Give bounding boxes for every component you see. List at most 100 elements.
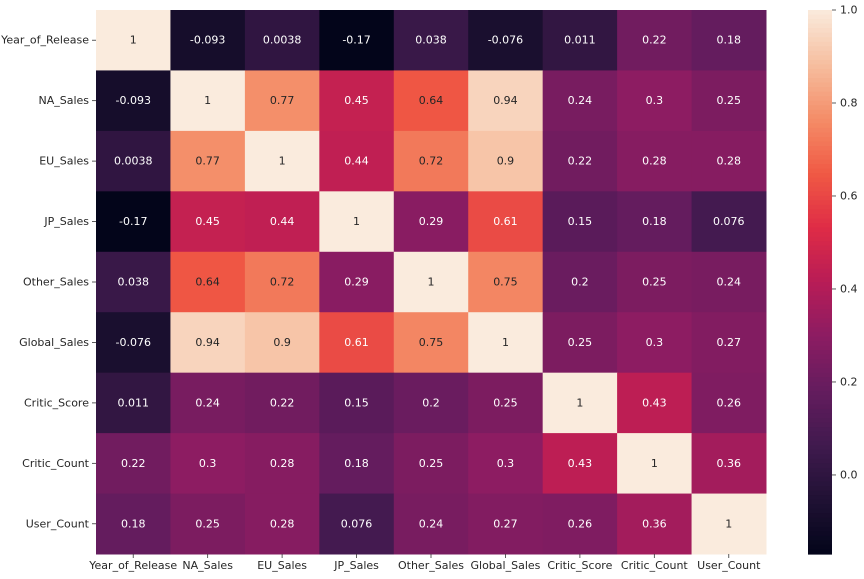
cell-annotation: 0.75 [493,276,518,289]
colorbar-segment [808,508,832,514]
heatmap-cell [244,191,320,253]
colorbar-segment [808,540,832,546]
cell-annotation: 0.29 [419,215,444,228]
colorbar-segment [808,191,832,197]
colorbar-segment [808,517,832,523]
colorbar-segment [808,177,832,183]
colorbar-segment [808,526,832,532]
heatmap-cell [319,312,395,374]
heatmap-cell [468,191,544,253]
colorbar-segment [808,195,832,201]
colorbar-segment [808,150,832,156]
cell-annotation: 0.2 [422,396,440,409]
cell-annotation: 0.22 [568,155,593,168]
cell-annotation: 0.26 [568,517,593,530]
colorbar-segment [808,159,832,165]
cell-annotation: 0.25 [642,276,667,289]
cell-annotation: 0.038 [117,276,149,289]
cell-annotation: 0.15 [344,396,369,409]
colorbar-segment [808,14,832,20]
colorbar-segment [808,186,832,192]
heatmap-cell [542,493,618,555]
heatmap-cell [393,433,469,495]
cell-annotation: 0.011 [117,396,149,409]
cell-annotation: 0.24 [419,517,444,530]
cell-annotation: 0.29 [344,276,369,289]
colorbar-segment [808,449,832,455]
cell-annotation: 0.27 [717,336,742,349]
cell-annotation: 0.25 [195,517,220,530]
colorbar-segment [808,504,832,510]
cell-annotation: 0.25 [717,94,742,107]
heatmap-cell [96,372,171,434]
colorbar-segment [808,64,832,70]
colorbar-segment [808,263,832,269]
heatmap-cell [393,191,469,253]
colorbar-segment [808,282,832,288]
colorbar-segment [808,431,832,437]
cell-annotation: 0.24 [568,94,593,107]
colorbar-segment [808,173,832,179]
colorbar-segment [808,454,832,460]
heatmap-cell [691,251,767,313]
cell-annotation: 0.43 [568,457,593,470]
colorbar-segment [808,467,832,473]
colorbar-segment [808,141,832,147]
y-tick-label: Year_of_Release [0,34,89,47]
heatmap-cell [468,433,544,495]
heatmap-cell [542,251,618,313]
cell-annotation: 0.3 [646,94,664,107]
cell-annotation: 1 [279,155,286,168]
colorbar-segment [808,241,832,247]
colorbar-segment [808,408,832,415]
colorbar: 0.0 0.2 0.4 0.6 0.8 1.0 [808,4,858,555]
colorbar-segment [808,318,832,324]
colorbar-segment [808,300,832,306]
colorbar-segment [808,118,832,124]
colorbar-segment [808,46,832,52]
cell-annotation: 0.77 [270,94,295,107]
colorbar-segment [808,486,832,492]
colorbar-segment [808,445,832,451]
colorbar-segment [808,399,832,405]
cell-annotation: 0.3 [199,457,217,470]
colorbar-segment [808,59,832,65]
heatmap-cell [691,372,767,434]
cell-annotation: 0.3 [646,336,664,349]
colorbar-segment [808,109,832,115]
heatmap-cells [96,10,767,555]
colorbar-segment [808,422,832,428]
cell-annotation: 0.75 [419,336,444,349]
heatmap-cell [542,433,618,495]
y-tick-label: EU_Sales [39,155,89,168]
cell-annotation: 0.22 [270,396,295,409]
cell-annotation: 0.2 [571,276,589,289]
cell-annotation: 0.64 [195,276,220,289]
colorbar-segment [808,87,832,93]
x-axis-ticks: Year_of_Release NA_Sales EU_Sales JP_Sales O… [88,554,761,572]
cell-annotation: 0.9 [273,336,291,349]
cell-annotation: 0.15 [568,215,593,228]
heatmap-cell [170,372,246,434]
cell-annotation: 0.45 [195,215,220,228]
colorbar-segment [808,155,832,161]
colorbar-segment [808,96,832,102]
heatmap-cell [170,130,246,192]
cell-annotation: 0.28 [642,155,667,168]
colorbar-segment [808,309,832,315]
colorbar-segment [808,55,832,61]
colorbar-tick-label: 0.4 [840,282,858,295]
colorbar-segment [808,427,832,433]
colorbar-tick-label: 0.0 [840,468,858,481]
colorbar-segment [808,259,832,265]
heatmap-cell [617,372,693,434]
colorbar-segment [808,350,832,356]
colorbar-segment [808,132,832,138]
cell-annotation: 0.28 [717,155,742,168]
colorbar-segment [808,336,832,342]
cell-annotation: 0.26 [717,396,742,409]
heatmap-cell [319,493,395,555]
y-axis-ticks: Year_of_Release NA_Sales EU_Sales JP_Sales O… [0,34,96,530]
colorbar-segment [808,100,832,106]
heatmap-cell [244,130,320,192]
